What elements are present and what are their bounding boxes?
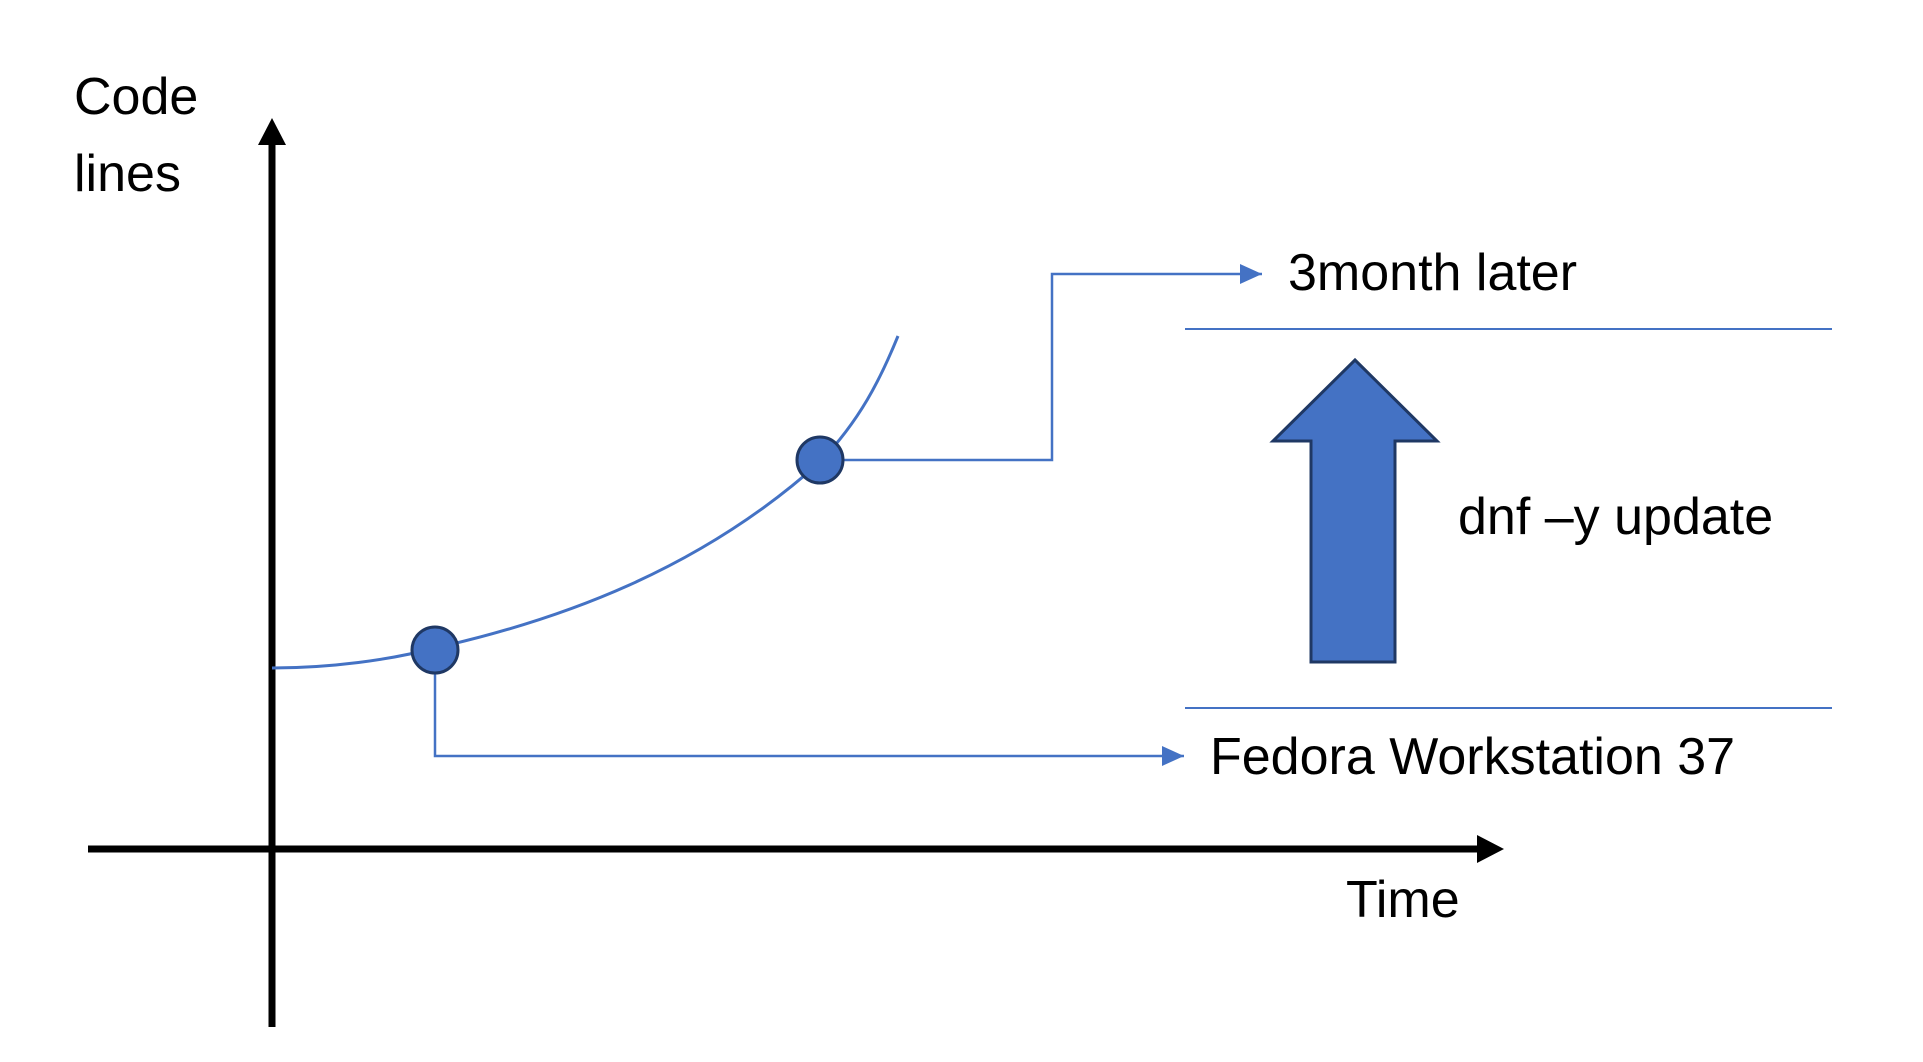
first-point-marker	[410, 625, 460, 675]
x-axis-label: Time	[1346, 871, 1460, 929]
second-connector-arrowhead-icon	[1240, 264, 1262, 284]
first-point-label: Fedora Workstation 37	[1210, 728, 1736, 786]
growth-curve	[271, 335, 900, 670]
update-arrow-icon	[1269, 357, 1441, 664]
y-axis-label-line1: Code	[74, 68, 199, 126]
second-point-connector	[820, 272, 1262, 462]
x-axis-arrowhead-icon	[1477, 835, 1504, 863]
first-point-connector	[433, 650, 1184, 758]
update-command-label: dnf –y update	[1458, 488, 1774, 546]
second-point-marker	[795, 435, 845, 485]
y-axis-label-line2: lines	[74, 145, 181, 203]
y-axis-arrowhead-icon	[258, 118, 286, 145]
second-point-label: 3month later	[1288, 244, 1578, 302]
first-connector-arrowhead-icon	[1162, 746, 1184, 766]
